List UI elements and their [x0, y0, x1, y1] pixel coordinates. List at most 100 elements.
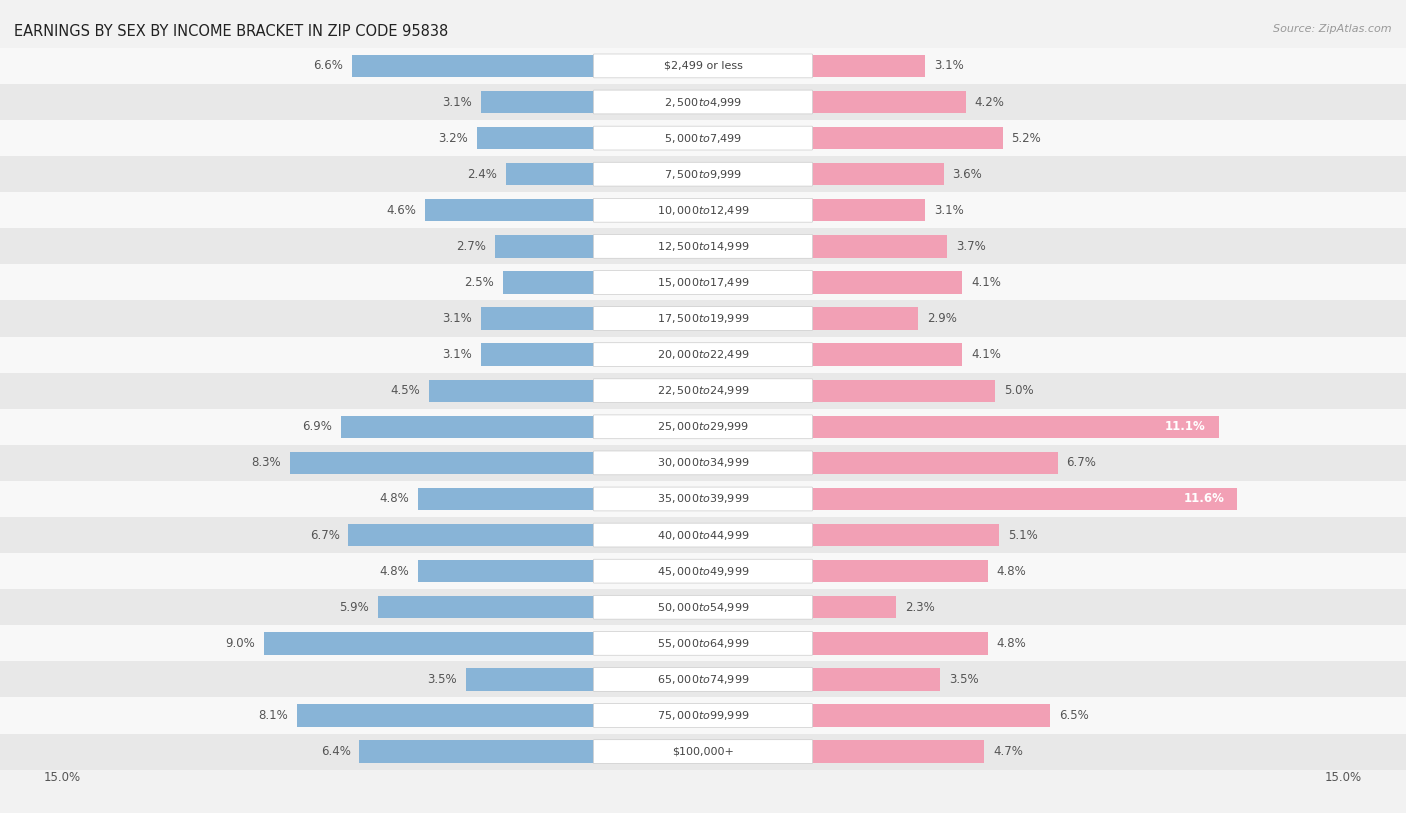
- FancyBboxPatch shape: [593, 632, 813, 655]
- Bar: [506, 163, 595, 185]
- Text: $35,000 to $39,999: $35,000 to $39,999: [657, 493, 749, 506]
- Text: 6.4%: 6.4%: [321, 745, 350, 758]
- Bar: [0, 156, 1406, 192]
- Bar: [465, 668, 595, 690]
- FancyBboxPatch shape: [593, 451, 813, 475]
- Text: 15.0%: 15.0%: [1324, 771, 1362, 784]
- Bar: [360, 741, 595, 763]
- Text: $2,500 to $4,999: $2,500 to $4,999: [664, 95, 742, 108]
- Text: 15.0%: 15.0%: [44, 771, 82, 784]
- Text: $7,500 to $9,999: $7,500 to $9,999: [664, 167, 742, 180]
- FancyBboxPatch shape: [593, 559, 813, 583]
- Text: 4.8%: 4.8%: [997, 565, 1026, 578]
- Bar: [502, 272, 595, 293]
- FancyBboxPatch shape: [593, 271, 813, 294]
- Bar: [811, 307, 918, 330]
- Text: 5.9%: 5.9%: [339, 601, 368, 614]
- Bar: [342, 415, 595, 438]
- Text: EARNINGS BY SEX BY INCOME BRACKET IN ZIP CODE 95838: EARNINGS BY SEX BY INCOME BRACKET IN ZIP…: [14, 24, 449, 39]
- Bar: [0, 481, 1406, 517]
- Bar: [811, 163, 943, 185]
- Bar: [0, 589, 1406, 625]
- Text: 2.4%: 2.4%: [468, 167, 498, 180]
- Bar: [0, 553, 1406, 589]
- FancyBboxPatch shape: [593, 703, 813, 728]
- Text: $45,000 to $49,999: $45,000 to $49,999: [657, 565, 749, 578]
- Text: $2,499 or less: $2,499 or less: [664, 61, 742, 71]
- Text: 3.6%: 3.6%: [953, 167, 983, 180]
- Text: 4.5%: 4.5%: [391, 385, 420, 398]
- Bar: [0, 301, 1406, 337]
- Bar: [0, 733, 1406, 770]
- Text: 4.1%: 4.1%: [972, 276, 1001, 289]
- Bar: [811, 633, 988, 654]
- Bar: [811, 91, 966, 113]
- Text: 2.9%: 2.9%: [927, 312, 957, 325]
- Text: 4.8%: 4.8%: [997, 637, 1026, 650]
- Bar: [0, 409, 1406, 445]
- Bar: [811, 127, 1002, 150]
- Text: 4.8%: 4.8%: [380, 493, 409, 506]
- Bar: [0, 337, 1406, 372]
- Text: 5.1%: 5.1%: [1008, 528, 1038, 541]
- Text: 5.2%: 5.2%: [1011, 132, 1040, 145]
- Text: Source: ZipAtlas.com: Source: ZipAtlas.com: [1274, 24, 1392, 34]
- FancyBboxPatch shape: [593, 595, 813, 620]
- Text: $40,000 to $44,999: $40,000 to $44,999: [657, 528, 749, 541]
- FancyBboxPatch shape: [593, 667, 813, 691]
- Bar: [811, 415, 1219, 438]
- Bar: [0, 48, 1406, 84]
- Bar: [297, 704, 595, 727]
- Text: 3.1%: 3.1%: [441, 312, 472, 325]
- FancyBboxPatch shape: [593, 523, 813, 547]
- Text: $100,000+: $100,000+: [672, 746, 734, 757]
- Text: 4.6%: 4.6%: [387, 204, 416, 217]
- Bar: [481, 343, 595, 366]
- Text: $65,000 to $74,999: $65,000 to $74,999: [657, 673, 749, 686]
- Bar: [811, 704, 1050, 727]
- Text: 3.1%: 3.1%: [934, 59, 965, 72]
- Bar: [0, 698, 1406, 733]
- Bar: [811, 54, 925, 77]
- Bar: [495, 235, 595, 258]
- FancyBboxPatch shape: [593, 487, 813, 511]
- Text: 6.6%: 6.6%: [314, 59, 343, 72]
- Bar: [0, 372, 1406, 409]
- Bar: [811, 488, 1237, 511]
- FancyBboxPatch shape: [593, 379, 813, 402]
- Bar: [0, 84, 1406, 120]
- Text: 2.7%: 2.7%: [457, 240, 486, 253]
- Bar: [811, 668, 941, 690]
- Text: $20,000 to $22,499: $20,000 to $22,499: [657, 348, 749, 361]
- Text: 3.1%: 3.1%: [441, 95, 472, 108]
- Text: 11.1%: 11.1%: [1166, 420, 1206, 433]
- Text: 3.1%: 3.1%: [934, 204, 965, 217]
- FancyBboxPatch shape: [593, 234, 813, 259]
- Text: 3.2%: 3.2%: [439, 132, 468, 145]
- Bar: [811, 235, 948, 258]
- Text: $55,000 to $64,999: $55,000 to $64,999: [657, 637, 749, 650]
- FancyBboxPatch shape: [593, 740, 813, 763]
- Bar: [0, 662, 1406, 698]
- Text: $15,000 to $17,499: $15,000 to $17,499: [657, 276, 749, 289]
- Text: 6.7%: 6.7%: [1066, 456, 1097, 469]
- Bar: [264, 633, 595, 654]
- Text: $75,000 to $99,999: $75,000 to $99,999: [657, 709, 749, 722]
- Bar: [0, 625, 1406, 662]
- Bar: [811, 596, 896, 619]
- Text: 4.1%: 4.1%: [972, 348, 1001, 361]
- FancyBboxPatch shape: [593, 163, 813, 186]
- Bar: [811, 524, 998, 546]
- Bar: [429, 380, 595, 402]
- Bar: [418, 560, 595, 582]
- Text: $30,000 to $34,999: $30,000 to $34,999: [657, 456, 749, 469]
- Bar: [0, 264, 1406, 301]
- Text: 6.7%: 6.7%: [309, 528, 340, 541]
- Text: 6.9%: 6.9%: [302, 420, 332, 433]
- Bar: [418, 488, 595, 511]
- Text: 11.6%: 11.6%: [1184, 493, 1225, 506]
- Text: 4.7%: 4.7%: [993, 745, 1022, 758]
- Bar: [811, 343, 962, 366]
- Text: $50,000 to $54,999: $50,000 to $54,999: [657, 601, 749, 614]
- Bar: [811, 199, 925, 221]
